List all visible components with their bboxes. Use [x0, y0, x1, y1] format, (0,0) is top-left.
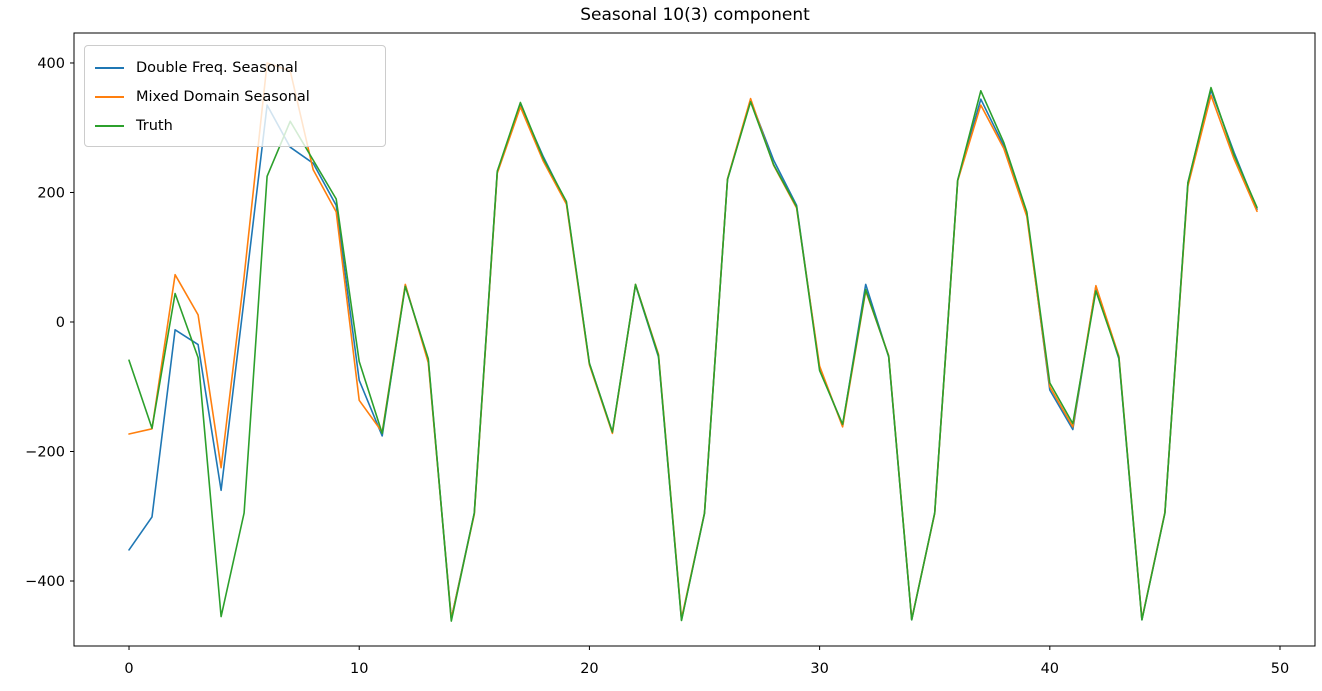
- y-tick-label: 200: [37, 185, 65, 201]
- legend: Double Freq. Seasonal Mixed Domain Season…: [84, 45, 386, 147]
- legend-item: Truth: [95, 111, 375, 140]
- legend-line-swatch: [95, 95, 124, 98]
- plot-frame: [73, 32, 1316, 647]
- x-tick-label: 40: [1041, 661, 1059, 677]
- legend-label: Truth: [136, 117, 173, 134]
- legend-item: Double Freq. Seasonal: [95, 53, 375, 82]
- legend-label: Double Freq. Seasonal: [136, 59, 298, 76]
- y-tick-label: 400: [37, 56, 65, 72]
- x-tick-label: 0: [124, 661, 133, 677]
- x-tick-label: 50: [1271, 661, 1289, 677]
- series-line-double-freq-seasonal: [128, 89, 1258, 621]
- x-tick-label: 10: [350, 661, 368, 677]
- x-tick-label: 20: [580, 661, 598, 677]
- x-tick-label: 30: [810, 661, 828, 677]
- y-tick-label: −200: [25, 444, 65, 460]
- legend-item: Mixed Domain Seasonal: [95, 82, 375, 111]
- legend-line-swatch: [95, 66, 124, 69]
- legend-line-swatch: [95, 124, 124, 127]
- y-tick-label: −400: [25, 574, 65, 590]
- chart-title: Seasonal 10(3) component: [580, 5, 810, 25]
- y-tick-label: 0: [56, 315, 65, 331]
- legend-label: Mixed Domain Seasonal: [136, 88, 310, 105]
- series-line-truth: [128, 86, 1258, 622]
